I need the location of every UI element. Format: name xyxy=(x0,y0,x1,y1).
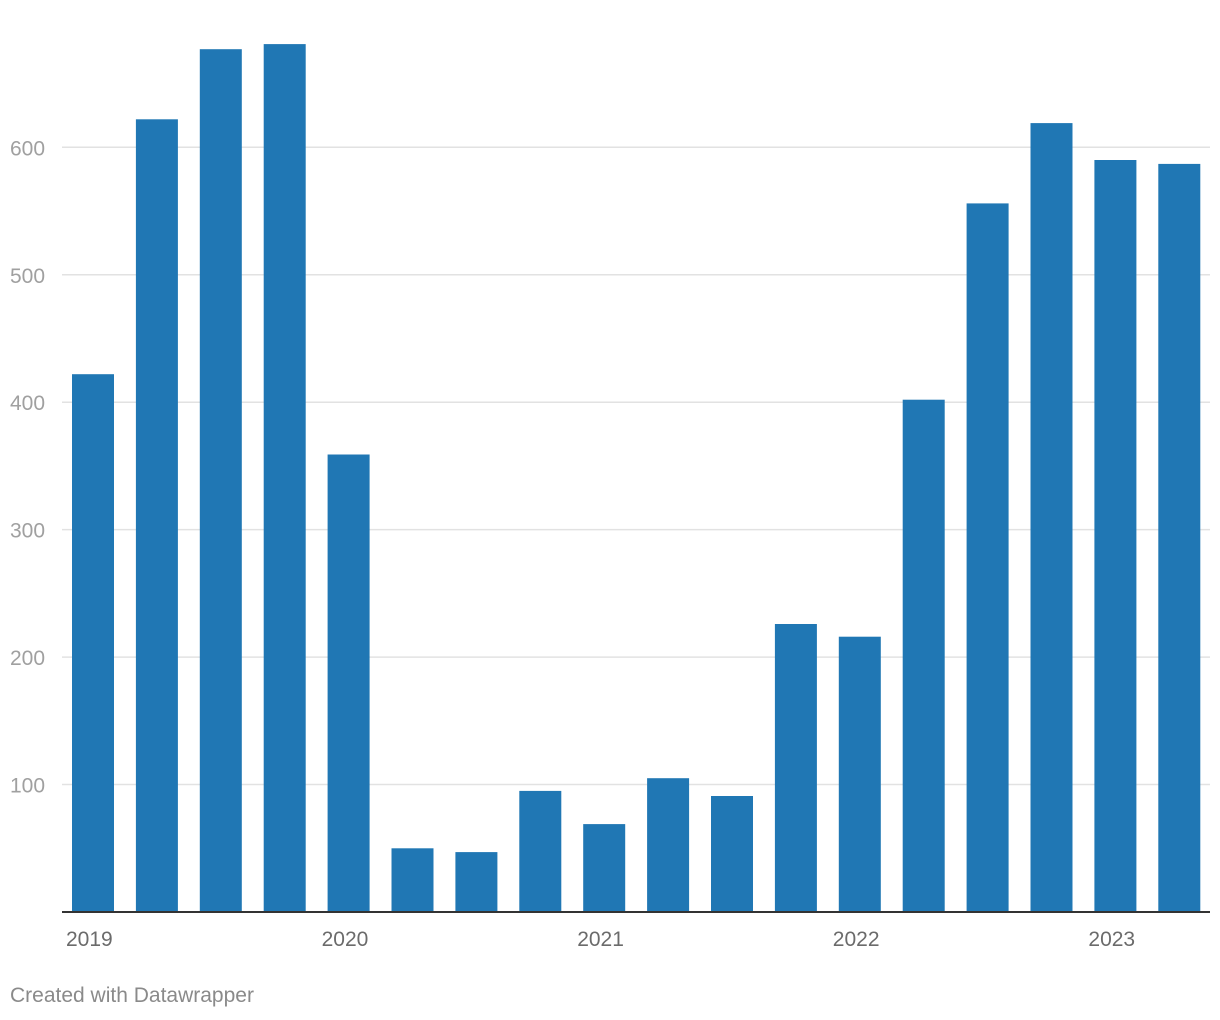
gridlines xyxy=(62,146,1210,786)
bar-0 xyxy=(72,374,114,912)
x-tick-label: 2023 xyxy=(1088,928,1135,951)
bars xyxy=(72,44,1201,913)
x-tick-label: 2022 xyxy=(833,928,880,951)
bar-14 xyxy=(966,203,1009,912)
x-tick-label: 2019 xyxy=(66,928,113,951)
x-tick-label: 2021 xyxy=(577,928,624,951)
bar-3 xyxy=(263,44,306,913)
bar-6 xyxy=(455,852,498,912)
bar-15 xyxy=(1030,123,1073,913)
y-tick-label: 200 xyxy=(10,647,45,670)
bar-13 xyxy=(902,399,945,912)
bar-4 xyxy=(327,454,370,912)
y-tick-label: 400 xyxy=(10,392,45,415)
bar-17 xyxy=(1158,163,1201,912)
bar-10 xyxy=(711,796,753,912)
credit-text: Created with Datawrapper xyxy=(10,984,254,1007)
bar-9 xyxy=(647,778,690,912)
bar-16 xyxy=(1094,160,1137,912)
y-tick-label: 500 xyxy=(10,265,45,288)
bar-12 xyxy=(838,636,881,912)
y-tick-label: 600 xyxy=(10,137,45,160)
bar-8 xyxy=(583,824,626,912)
y-tick-label: 100 xyxy=(10,775,45,798)
y-tick-label: 300 xyxy=(10,520,45,543)
bar-2 xyxy=(199,49,242,912)
x-axis-ticks: 2019 2020 2021 2022 2023 xyxy=(66,928,1135,951)
bar-1 xyxy=(135,119,178,913)
y-axis-ticks: 100 200 300 400 500 600 xyxy=(10,137,45,797)
bar-5 xyxy=(391,848,434,912)
bar-11 xyxy=(774,624,817,912)
bar-7 xyxy=(519,790,562,912)
x-tick-label: 2020 xyxy=(322,928,369,951)
